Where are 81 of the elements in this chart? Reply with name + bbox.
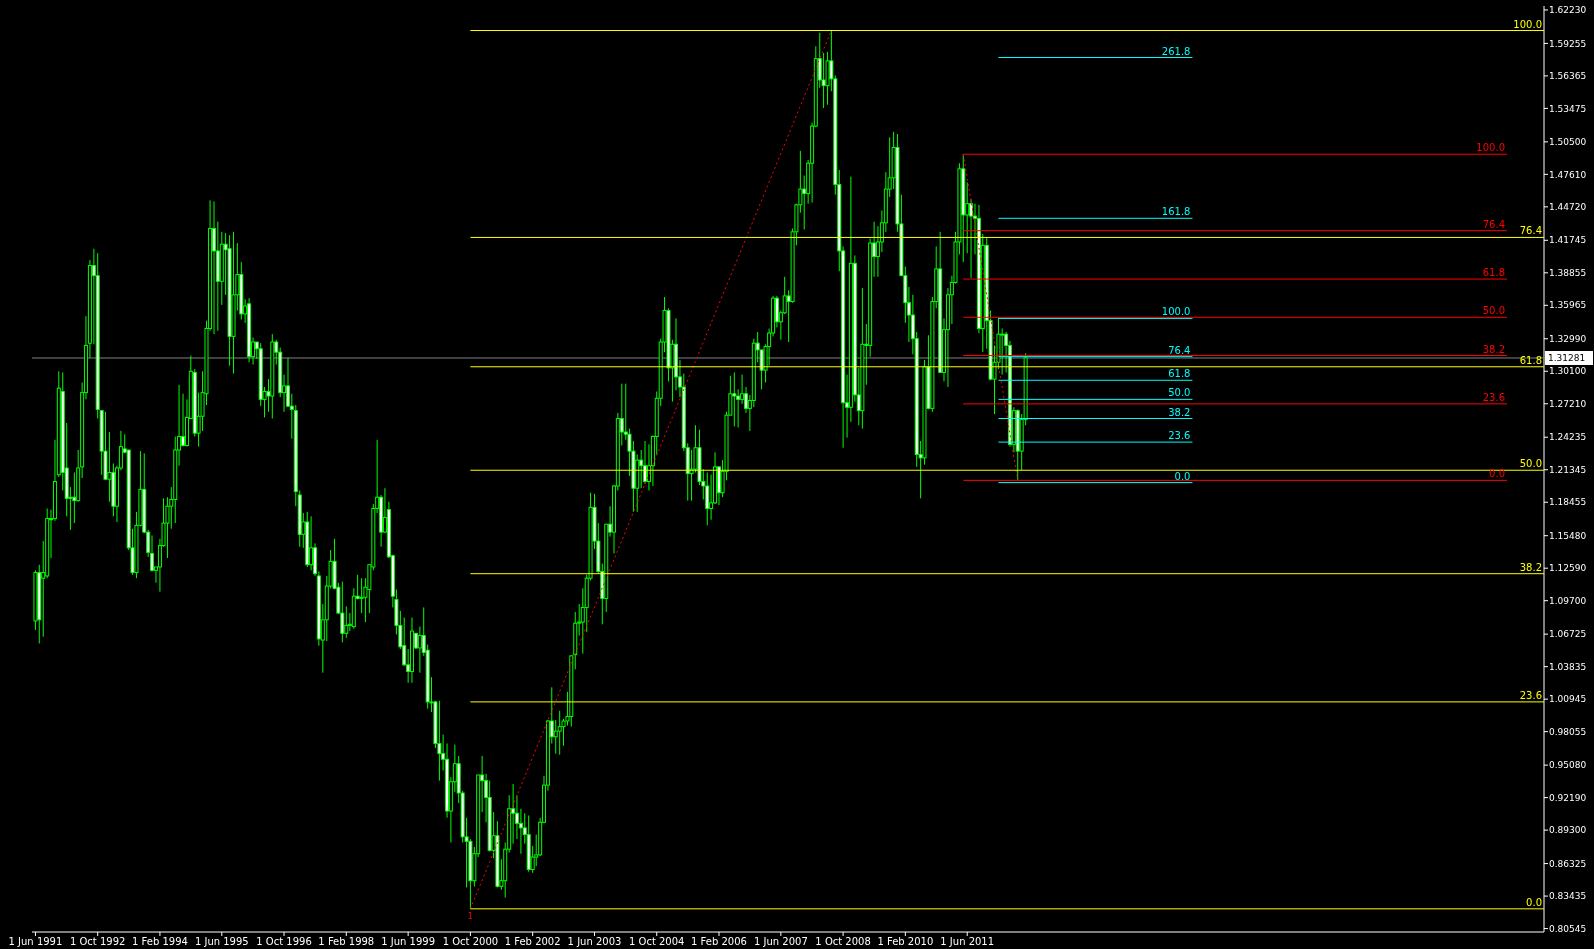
x-tick-label: 1 Oct 2008 [815, 936, 871, 947]
series-label: 100.0 [1513, 18, 1542, 30]
y-tick-label: 1.24235 [1549, 432, 1587, 443]
x-tick-label: 1 Jun 2011 [940, 936, 995, 947]
candlestick [340, 581, 345, 643]
y-tick-label: 1.09700 [1549, 595, 1587, 606]
series-label: 0.0 [1489, 468, 1506, 480]
annotation: 1 [467, 911, 473, 921]
series-label: 50.0 [1482, 305, 1506, 317]
y-tick-label: 1.50500 [1549, 137, 1587, 147]
series-label: 76.4 [1519, 225, 1542, 237]
x-tick-label: 1 Jun 1999 [381, 936, 436, 947]
x-tick-label: 1 Oct 1992 [69, 936, 126, 947]
y-tick-label: 0.83435 [1549, 891, 1587, 902]
series-label: 23.6 [1168, 430, 1191, 442]
y-tick-label: 1.15480 [1549, 530, 1587, 541]
y-tick-label: 1.03835 [1549, 661, 1587, 672]
y-tick-label: 1.06725 [1549, 629, 1587, 640]
y-tick-label: 1.38855 [1549, 267, 1587, 278]
series-label: 0.0 [1174, 470, 1191, 482]
x-tick-label: 1 Feb 1994 [132, 936, 188, 947]
y-tick-label: 1.44720 [1549, 202, 1587, 212]
y-tick-label: 1.12590 [1549, 563, 1587, 574]
series-label: 23.6 [1482, 391, 1506, 403]
x-tick-label: 1 Oct 1996 [256, 936, 312, 947]
y-tick-label: 0.95080 [1549, 760, 1587, 771]
series-label: 38.2 [1519, 561, 1542, 573]
x-tick-label: 1 Oct 2004 [629, 936, 685, 947]
y-tick-label: 1.62230 [1549, 5, 1587, 16]
candlestick [344, 605, 349, 639]
series-label: 161.8 [1161, 206, 1191, 218]
y-tick-label: 1.47610 [1549, 169, 1587, 180]
y-tick-label: 1.53475 [1549, 103, 1587, 114]
y-tick-label: 1.32990 [1549, 333, 1587, 344]
ref-line-label: 1.31281 [1548, 353, 1586, 364]
series-label: 38.2 [1168, 406, 1191, 418]
series-label: 0.0 [1526, 896, 1542, 908]
candlestick [107, 431, 112, 503]
candlestick [1000, 328, 1005, 376]
series-label: 61.8 [1168, 368, 1191, 380]
y-tick-label: 1.35965 [1549, 300, 1587, 311]
series-label: 261.8 [1161, 45, 1191, 57]
y-tick-label: 1.21345 [1549, 464, 1587, 475]
x-tick-label: 1 Jun 2007 [753, 936, 808, 947]
series-label: 76.4 [1482, 218, 1506, 230]
series-label: 100.0 [1161, 306, 1191, 318]
x-tick-label: 1 Feb 1998 [318, 936, 375, 947]
y-tick-label: 0.92190 [1549, 792, 1587, 803]
y-tick-label: 0.86325 [1549, 858, 1587, 869]
x-tick-label: 1 Oct 2000 [442, 936, 499, 947]
series-label: 100.0 [1476, 142, 1506, 154]
x-tick-label: 1 Feb 2010 [877, 936, 934, 947]
y-tick-label: 0.80545 [1549, 923, 1587, 934]
x-tick-label: 1 Jun 2003 [567, 936, 622, 947]
y-tick-label: 1.56365 [1549, 71, 1587, 82]
series-label: 76.4 [1168, 344, 1191, 356]
candlestick [557, 710, 562, 756]
candlestick [643, 440, 648, 485]
series-label: 23.6 [1519, 689, 1542, 701]
candlestick [705, 471, 710, 526]
y-tick-label: 1.30100 [1549, 366, 1587, 377]
x-tick-label: 1 Feb 2002 [504, 936, 561, 947]
y-tick-label: 1.41745 [1549, 235, 1587, 246]
y-tick-label: 1.27210 [1549, 398, 1587, 409]
candlestick [309, 515, 314, 571]
series-label: 61.8 [1482, 267, 1506, 279]
series-label: 50.0 [1519, 458, 1542, 470]
x-tick-label: 1 Jun 1991 [8, 936, 63, 947]
x-tick-label: 1 Jun 1995 [194, 936, 249, 947]
y-tick-label: 1.00945 [1549, 694, 1587, 705]
y-tick-label: 1.59255 [1549, 38, 1587, 49]
candlestick [732, 371, 737, 427]
y-tick-label: 0.89300 [1549, 825, 1587, 836]
candlestick [437, 700, 442, 782]
y-tick-label: 1.18455 [1549, 497, 1587, 508]
candlestick [150, 534, 155, 572]
series-label: 38.2 [1482, 343, 1506, 355]
x-tick-label: 1 Feb 2006 [691, 936, 747, 947]
series-label: 50.0 [1168, 387, 1191, 399]
series-label: 61.8 [1519, 354, 1542, 366]
y-tick-label: 0.98055 [1549, 726, 1587, 737]
